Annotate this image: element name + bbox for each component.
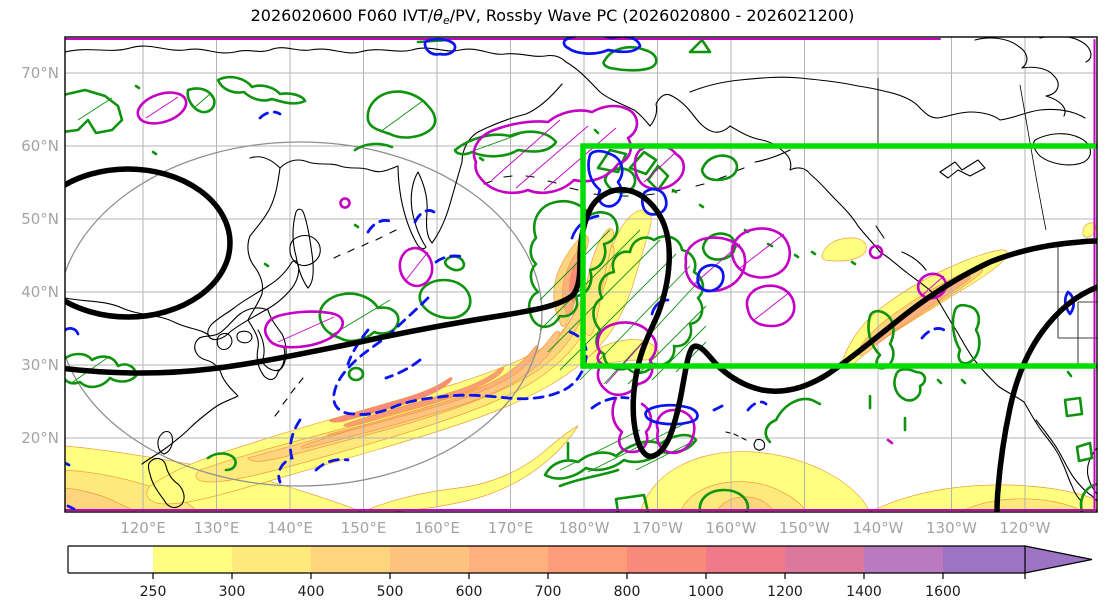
- black-se-arc-contour: [994, 284, 1097, 512]
- green-contours: [65, 38, 1097, 512]
- x-axis: 120°E 130°E 140°E 150°E 160°E 170°E 180°…: [120, 519, 1050, 537]
- x-tick-label: 130°W: [926, 519, 977, 537]
- colorbar-segment: [68, 546, 153, 573]
- x-tick-label: 130°E: [194, 519, 240, 537]
- colorbar-segment: [153, 546, 232, 573]
- analysis-box: [580, 143, 1097, 369]
- colorbar-segment: [469, 546, 548, 573]
- x-tick-label: 160°W: [706, 519, 757, 537]
- black-oval-contour: [65, 166, 233, 320]
- x-tick-label: 120°W: [1000, 519, 1051, 537]
- political-borders: [877, 78, 1097, 369]
- colorbar: 250 300 400 500 600 700 800 1000 1200 14…: [67, 545, 1093, 600]
- colorbar-tick-label: 600: [456, 584, 483, 600]
- colorbar-tick-label: 400: [298, 584, 325, 600]
- colorbar-tick-label: 1600: [925, 584, 961, 600]
- gray-circle: [65, 141, 543, 487]
- magenta-hatching: [145, 96, 945, 385]
- colorbar-segment: [311, 546, 390, 573]
- colorbar-segment: [943, 546, 1025, 573]
- y-axis: 70°N 60°N 50°N 40°N 30°N 20°N: [21, 64, 59, 447]
- x-tick-label: 120°E: [120, 519, 166, 537]
- y-tick-label: 70°N: [21, 64, 59, 82]
- colorbar-extend-arrow: [1024, 545, 1093, 574]
- title-prefix: 2026020600 F060 IVT/: [250, 6, 434, 25]
- x-tick-label: 160°E: [414, 519, 460, 537]
- x-tick-label: 180°W: [559, 519, 610, 537]
- colorbar-tick-label: 1000: [688, 584, 724, 600]
- colorbar-segment: [390, 546, 469, 573]
- x-tick-label: 170°E: [488, 519, 534, 537]
- x-tick-label: 150°W: [779, 519, 830, 537]
- colorbar-tick-label: 1400: [846, 584, 882, 600]
- title-theta: θ: [433, 6, 443, 25]
- title-theta-sub: e: [442, 14, 450, 27]
- colorbar-tick-label: 500: [377, 584, 404, 600]
- colorbar-tick-label: 250: [140, 584, 167, 600]
- colorbar-tick-label: 800: [614, 584, 641, 600]
- colorbar-segment: [548, 546, 627, 573]
- y-tick-label: 40°N: [21, 283, 59, 301]
- x-tick-label: 170°W: [632, 519, 683, 537]
- x-tick-label: 140°W: [853, 519, 904, 537]
- y-tick-label: 60°N: [21, 137, 59, 155]
- y-tick-label: 30°N: [21, 356, 59, 374]
- colorbar-tick-label: 700: [535, 584, 562, 600]
- y-tick-label: 50°N: [21, 210, 59, 228]
- colorbar-ticks: [152, 573, 1026, 579]
- colorbar-segment: [627, 546, 706, 573]
- title-suffix: /PV, Rossby Wave PC (2026020800 - 202602…: [449, 6, 855, 25]
- x-tick-label: 140°E: [267, 519, 313, 537]
- colorbar-segment: [232, 546, 311, 573]
- x-tick-label: 150°E: [341, 519, 387, 537]
- colorbar-labels: 250 300 400 500 600 700 800 1000 1200 14…: [140, 584, 961, 600]
- colorbar-segment: [864, 546, 943, 573]
- blue-contours: [65, 37, 1075, 511]
- colorbar-segment: [785, 546, 864, 573]
- chart-title: 2026020600 F060 IVT/θe/PV, Rossby Wave P…: [0, 6, 1105, 27]
- colorbar-tick-label: 1200: [767, 584, 803, 600]
- colorbar-segment: [706, 546, 785, 573]
- colorbar-tick-label: 300: [219, 584, 246, 600]
- y-tick-label: 20°N: [21, 429, 59, 447]
- map-frame: [64, 36, 1098, 513]
